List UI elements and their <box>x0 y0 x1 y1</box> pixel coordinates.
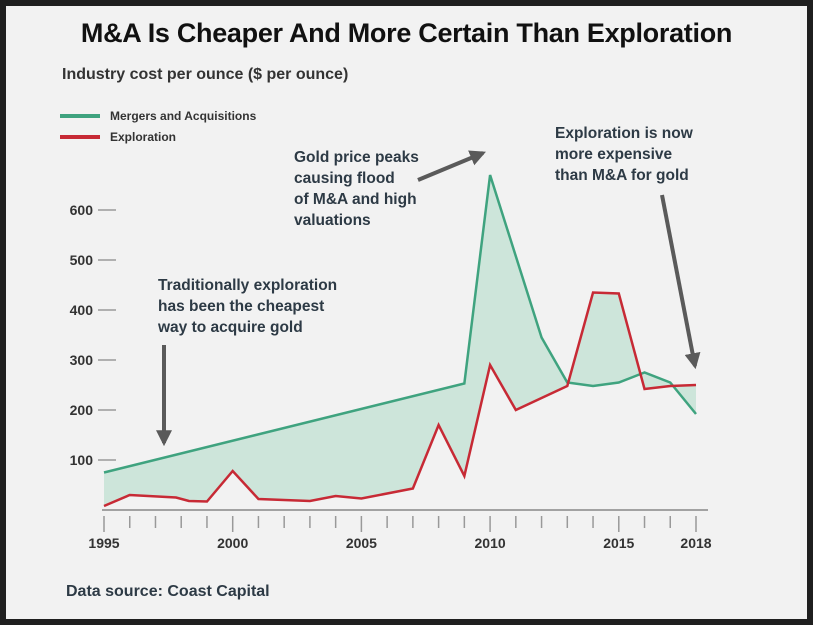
x-tick-label-2015: 2015 <box>603 535 634 551</box>
y-tick-label-500: 500 <box>70 252 94 268</box>
legend-item-exploration: Exploration <box>60 130 176 144</box>
legend-label-ma: Mergers and Acquisitions <box>110 109 257 123</box>
y-tick-label-600: 600 <box>70 202 94 218</box>
y-tick-label-400: 400 <box>70 302 94 318</box>
data-source: Data source: Coast Capital <box>66 583 270 600</box>
arrow-peak <box>417 150 486 182</box>
chart-title: M&A Is Cheaper And More Certain Than Exp… <box>80 18 733 48</box>
y-tick-label-300: 300 <box>70 352 94 368</box>
y-tick-label-200: 200 <box>70 402 94 418</box>
series-line-1 <box>103 291 697 508</box>
x-tick-label-2000: 2000 <box>217 535 248 551</box>
legend-swatch-exploration <box>60 135 100 139</box>
annotation-exploration-now: Exploration is now more expensive than M… <box>555 125 693 184</box>
annotation-traditional: Traditionally exploration has been the c… <box>158 277 338 336</box>
chart-subtitle: Industry cost per ounce ($ per ounce) <box>62 66 349 83</box>
arrow-exploration-now <box>660 194 701 370</box>
legend-swatch-ma <box>60 114 100 118</box>
x-tick-label-2010: 2010 <box>475 535 506 551</box>
legend-label-exploration: Exploration <box>110 130 177 144</box>
y-tick-label-100: 100 <box>70 452 94 468</box>
series-line-0 <box>103 174 697 474</box>
chart-card <box>6 6 807 619</box>
fill-between-area <box>104 175 696 506</box>
annotation-peak: Gold price peaks causing flood of M&A an… <box>294 149 419 229</box>
x-tick-label-1995: 1995 <box>88 535 119 551</box>
x-tick-label-2018: 2018 <box>680 535 711 551</box>
x-tick-label-2005: 2005 <box>346 535 377 551</box>
legend-item-ma: Mergers and Acquisitions <box>60 109 256 123</box>
